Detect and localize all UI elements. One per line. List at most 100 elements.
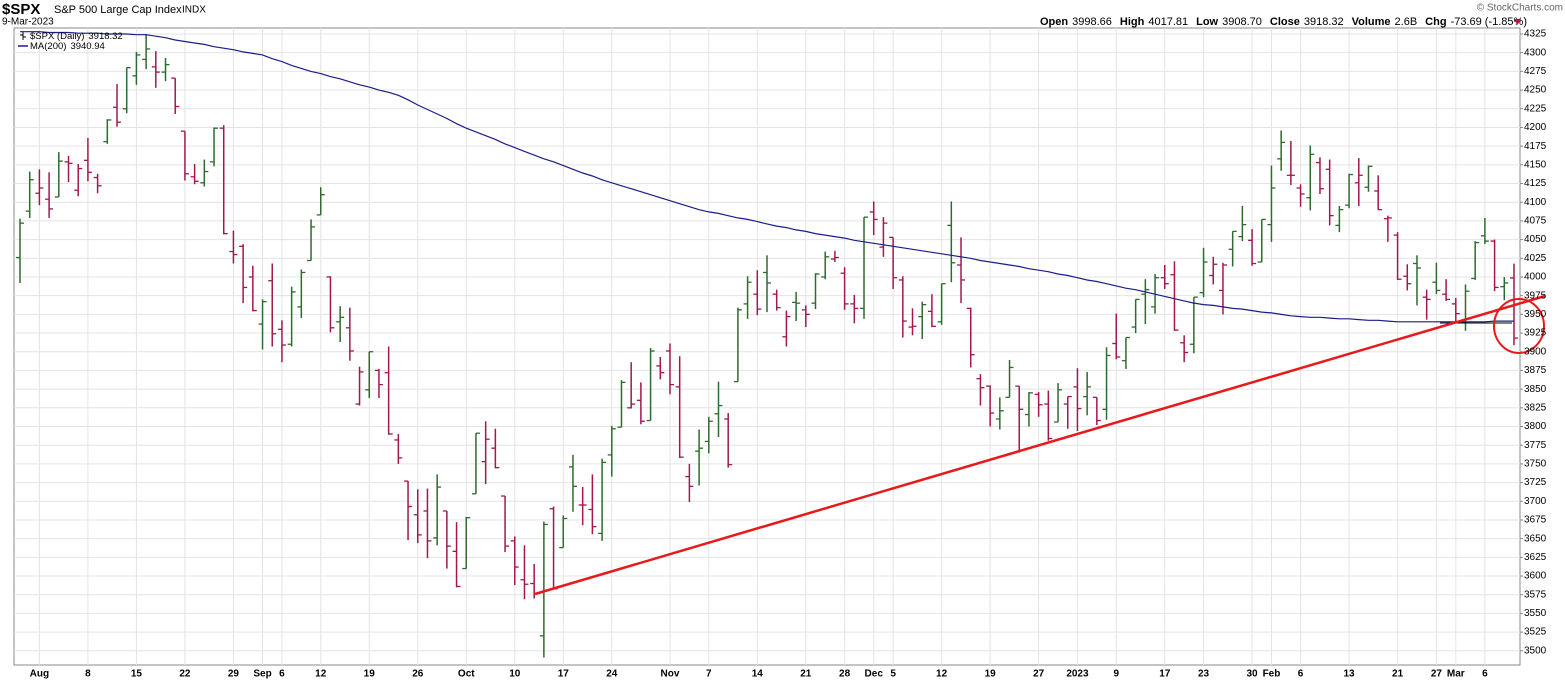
- y-tick-label: 4300: [1524, 47, 1547, 58]
- y-tick-label: 4050: [1524, 234, 1547, 245]
- quote-value: 4017.81: [1148, 16, 1188, 28]
- ma-line-group: [20, 31, 1514, 323]
- x-tick-label: 29: [228, 669, 240, 680]
- x-tick-label: 9: [1113, 669, 1119, 680]
- y-tick-label: 3975: [1524, 290, 1547, 301]
- x-tick-label: 8: [85, 669, 91, 680]
- plot-frame: [13, 27, 1521, 666]
- y-tick-label: 3600: [1524, 571, 1547, 582]
- x-tick-label: 27: [1431, 669, 1443, 680]
- y-tick-label: 4325: [1524, 29, 1547, 40]
- x-tick-label: Mar: [1447, 669, 1465, 680]
- y-tick-label: 3900: [1524, 346, 1547, 357]
- y-tick-label: 3925: [1524, 328, 1547, 339]
- quote-value: 3918.32: [1304, 16, 1344, 28]
- x-tick-label: 13: [1344, 669, 1356, 680]
- quote: Open 3998.66 High 4017.81 Low 3908.70 Close 391…: [1040, 16, 1527, 28]
- legend-entry: $SPX (Daily) 3918.32: [30, 31, 123, 42]
- annotation-circle: [1493, 298, 1545, 354]
- legend-swatch: [20, 32, 26, 40]
- y-tick-label: 3850: [1524, 384, 1547, 395]
- quote-value: 3908.70: [1222, 16, 1262, 28]
- quote-label: Open: [1040, 16, 1068, 28]
- y-tick-label: 3875: [1524, 365, 1547, 376]
- x-tick-label: 6: [279, 669, 285, 680]
- y-tick-label: 3775: [1524, 440, 1547, 451]
- x-tick-label: 21: [800, 669, 812, 680]
- y-tick-label: 3525: [1524, 627, 1547, 638]
- x-tick-label: 12: [315, 669, 327, 680]
- y-tick-label: 3950: [1524, 309, 1547, 320]
- x-tick-label: Sep: [253, 669, 271, 680]
- x-tick-label: 22: [179, 669, 191, 680]
- y-tick-label: 3500: [1524, 645, 1547, 656]
- x-tick-label: 17: [1159, 669, 1171, 680]
- legend-value: 3918.32: [88, 31, 122, 42]
- legend-name: $SPX (Daily): [30, 31, 84, 42]
- index-name: S&P 500 Large Cap Index: [54, 4, 182, 16]
- y-tick-label: 4075: [1524, 216, 1547, 227]
- legend-entry: MA(200) 3940.94: [30, 41, 105, 52]
- y-tick-label: 3800: [1524, 421, 1547, 432]
- quote-label: Low: [1196, 16, 1218, 28]
- x-tick-label: 23: [1198, 669, 1210, 680]
- quote-value: -73.69 (-1.85%): [1451, 16, 1527, 28]
- x-tick-label: 6: [1482, 669, 1488, 680]
- y-tick-label: 4150: [1524, 159, 1547, 170]
- x-tick-label: 2023: [1066, 669, 1089, 680]
- x-tick-label: 28: [839, 669, 851, 680]
- x-tick-label: Nov: [661, 669, 680, 680]
- y-tick-label: 3750: [1524, 459, 1547, 470]
- bars: [16, 33, 1518, 658]
- y-tick-label: 4125: [1524, 178, 1547, 189]
- y-tick-label: 3650: [1524, 533, 1547, 544]
- x-tick-label: Feb: [1263, 669, 1281, 680]
- x-tick-label: 24: [606, 669, 618, 680]
- ma-line: [20, 31, 1514, 323]
- x-tick-label: 15: [131, 669, 143, 680]
- y-tick-label: 4100: [1524, 197, 1547, 208]
- y-tick-label: 4275: [1524, 66, 1547, 77]
- y-tick-label: 3700: [1524, 496, 1547, 507]
- y-tick-label: 4200: [1524, 122, 1547, 133]
- y-tick-label: 4025: [1524, 253, 1547, 264]
- down-arrow: [1514, 19, 1521, 25]
- y-tick-label: 4225: [1524, 103, 1547, 114]
- x-tick-label: Dec: [865, 669, 884, 680]
- copyright: © StockCharts.com: [1477, 3, 1563, 14]
- legend-name: MA(200): [30, 41, 66, 52]
- y-tick-label: 4175: [1524, 141, 1547, 152]
- x-tick-label: 6: [1298, 669, 1304, 680]
- quote-label: Close: [1270, 16, 1300, 28]
- quote-label: Volume: [1352, 16, 1391, 28]
- y-tick-label: 3625: [1524, 552, 1547, 563]
- legend-value: 3940.94: [70, 41, 104, 52]
- y-tick-label: 3725: [1524, 477, 1547, 488]
- x-tick-label: 26: [412, 669, 424, 680]
- y-tick-label: 3825: [1524, 402, 1547, 413]
- x-tick-label: 14: [752, 669, 764, 680]
- x-tick-label: Oct: [458, 669, 475, 680]
- quote-label: Chg: [1425, 16, 1446, 28]
- x-tick-label: 10: [509, 669, 521, 680]
- x-tick-label: 7: [706, 669, 712, 680]
- y-tick-label: 4000: [1524, 272, 1547, 283]
- quote-label: High: [1120, 16, 1145, 28]
- grid: [14, 28, 1520, 665]
- x-tick-label: Aug: [30, 669, 49, 680]
- quote-value: 3998.66: [1072, 16, 1112, 28]
- x-tick-label: 21: [1392, 669, 1404, 680]
- annotation-trendline: [534, 294, 1546, 596]
- x-tick-label: 17: [558, 669, 570, 680]
- x-tick-label: 19: [364, 669, 376, 680]
- x-tick-label: 27: [1033, 669, 1045, 680]
- date: 9-Mar-2023: [2, 17, 54, 28]
- y-tick-label: 3675: [1524, 515, 1547, 526]
- legend: $SPX (Daily) 3918.32 MA(200) 3940.94: [18, 31, 123, 52]
- x-tick-label: 30: [1247, 669, 1259, 680]
- y-tick-label: 3575: [1524, 589, 1547, 600]
- y-tick-label: 3550: [1524, 608, 1547, 619]
- exchange: INDX: [182, 5, 206, 16]
- x-tick-label: 5: [890, 669, 896, 680]
